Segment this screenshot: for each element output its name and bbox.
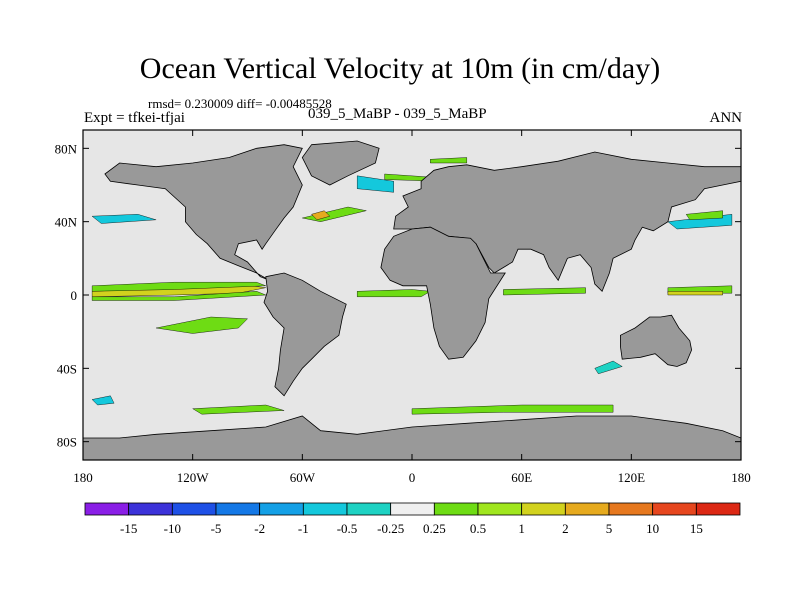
anomaly-region bbox=[357, 175, 394, 193]
y-tick-label: 0 bbox=[71, 288, 78, 303]
colorbar-label: -0.25 bbox=[377, 521, 404, 536]
y-tick-label: 40S bbox=[57, 361, 77, 376]
x-tick-label: 180 bbox=[731, 470, 751, 485]
colorbar-swatch bbox=[302, 502, 348, 516]
colorbar-swatch bbox=[652, 502, 697, 516]
plot-title: Ocean Vertical Velocity at 10m (in cm/da… bbox=[139, 52, 661, 85]
colorbar-label: -0.5 bbox=[337, 521, 358, 536]
anomaly-region bbox=[91, 395, 115, 406]
anomaly-region bbox=[91, 282, 266, 292]
land-greenland bbox=[301, 140, 380, 186]
colorbar-label: -15 bbox=[120, 521, 137, 536]
case-label: 039_5_MaBP - 039_5_MaBP bbox=[308, 106, 487, 122]
x-tick-label: 60W bbox=[290, 470, 316, 485]
colorbar-label: 0.5 bbox=[470, 521, 486, 536]
colorbar-label: -2 bbox=[254, 521, 265, 536]
colorbar-label: 2 bbox=[562, 521, 569, 536]
colorbar-swatch bbox=[477, 502, 523, 516]
anomaly-region bbox=[192, 404, 285, 415]
colorbar-swatch bbox=[171, 502, 217, 516]
x-tick-label: 0 bbox=[409, 470, 416, 485]
experiment-label: Expt = tfkei-tfjai bbox=[84, 110, 185, 126]
anomaly-region bbox=[503, 287, 586, 296]
season-label: ANN bbox=[709, 110, 743, 126]
land-south-america bbox=[263, 272, 347, 397]
x-tick-label: 120W bbox=[177, 470, 210, 485]
anomaly-region bbox=[91, 214, 157, 224]
colorbar-label: -5 bbox=[211, 521, 222, 536]
x-tick-label: 120E bbox=[618, 470, 646, 485]
colorbar-label: 1 bbox=[518, 521, 525, 536]
colorbar-swatch bbox=[390, 502, 435, 516]
anomaly-region bbox=[594, 360, 623, 375]
colorbar-swatch bbox=[564, 502, 610, 516]
colorbar-label: 10 bbox=[646, 521, 659, 536]
y-tick-label: 80N bbox=[55, 141, 78, 156]
land-africa bbox=[380, 226, 506, 360]
stats-label: rmsd= 0.230009 diff= -0.00485528 bbox=[148, 96, 332, 111]
colorbar-swatch bbox=[521, 502, 566, 516]
colorbar-swatch bbox=[346, 502, 392, 516]
x-tick-label: 180 bbox=[73, 470, 93, 485]
colorbar-swatch bbox=[84, 502, 130, 516]
anomaly-region bbox=[685, 210, 723, 221]
anomaly-region bbox=[91, 291, 266, 301]
anomaly-region bbox=[156, 316, 248, 334]
colorbar-label: 0.25 bbox=[423, 521, 446, 536]
colorbar-label: -1 bbox=[298, 521, 309, 536]
land-north-america bbox=[104, 144, 303, 281]
colorbar-swatch bbox=[128, 502, 173, 516]
anomaly-region bbox=[311, 210, 331, 221]
colorbar-swatch bbox=[433, 502, 479, 516]
x-tick-label: 60E bbox=[511, 470, 532, 485]
anomaly-region bbox=[357, 289, 431, 297]
colorbar-label: 5 bbox=[606, 521, 613, 536]
land-eurasia bbox=[393, 151, 742, 293]
anomaly-region bbox=[667, 291, 723, 296]
y-tick-label: 40N bbox=[55, 215, 78, 230]
land-australia bbox=[620, 314, 693, 367]
anomaly-region bbox=[430, 157, 467, 164]
colorbar-swatch bbox=[695, 502, 741, 516]
anomaly-region bbox=[411, 404, 614, 415]
colorbar-swatch bbox=[215, 502, 261, 516]
colorbar-swatch bbox=[608, 502, 654, 516]
y-tick-label: 80S bbox=[57, 435, 77, 450]
colorbar-label: 15 bbox=[690, 521, 703, 536]
colorbar-label: -10 bbox=[164, 521, 181, 536]
colorbar-swatch bbox=[259, 502, 304, 516]
